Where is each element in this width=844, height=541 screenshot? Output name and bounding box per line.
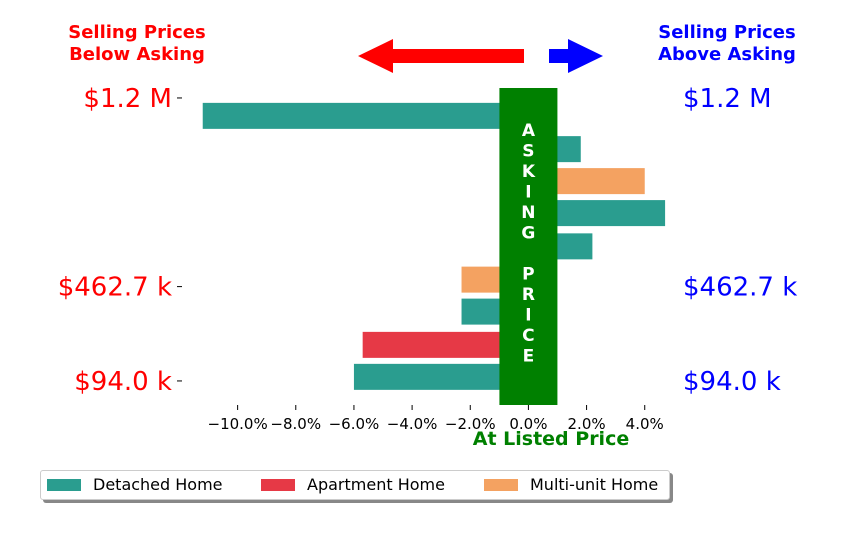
y-tick-label-left-1: $462.7 k	[58, 273, 172, 303]
legend-swatch-apartment	[261, 479, 295, 491]
y-tick-label-right-2: $94.0 k	[683, 367, 781, 397]
band-letter-0: A	[522, 121, 536, 141]
bar-0	[202, 102, 529, 129]
legend-label-multi-unit: Multi-unit Home	[530, 475, 659, 494]
band-letter-10: C	[522, 326, 534, 346]
y-tick-label-left-0: $1.2 M	[83, 84, 172, 114]
right-arrow	[549, 39, 603, 73]
y-tick-label-right-0: $1.2 M	[683, 84, 772, 114]
left-header-line-1: Selling Prices	[68, 22, 205, 43]
legend-label-apartment: Apartment Home	[307, 475, 445, 494]
legend: Detached Home Apartment Home Multi-unit …	[40, 470, 670, 500]
y-tick-label-right-1: $462.7 k	[683, 273, 797, 303]
x-axis: −10.0% −8.0% −6.0% −4.0% −2.0% 0.0% 2.0% 4.0%	[208, 405, 664, 433]
x-tick-label-2: −6.0%	[329, 415, 380, 433]
right-header-line-2: Above Asking	[658, 44, 796, 65]
legend-swatch-multi-unit	[484, 479, 518, 491]
x-axis-label: At Listed Price	[473, 428, 629, 450]
x-tick-label-4: −2.0%	[445, 415, 496, 433]
x-tick-label-3: −4.0%	[387, 415, 438, 433]
legend-swatch-detached	[47, 479, 81, 491]
legend-label-detached: Detached Home	[93, 475, 223, 494]
left-arrow	[358, 39, 524, 73]
y-axis-left: $1.2 M $462.7 k $94.0 k	[58, 84, 182, 397]
band-letter-9: I	[525, 306, 531, 326]
right-header-line-1: Selling Prices	[658, 22, 795, 43]
asking-price-band	[499, 88, 558, 405]
band-letter-5: G	[521, 224, 535, 244]
band-letter-8: R	[522, 285, 535, 305]
band-letter-1: S	[522, 142, 534, 162]
y-axis-right: $1.2 M $462.7 k $94.0 k	[683, 84, 797, 397]
bars	[202, 102, 666, 390]
x-tick-label-6: 2.0%	[568, 415, 606, 433]
band-letter-4: N	[521, 203, 535, 223]
y-tick-label-left-2: $94.0 k	[74, 367, 172, 397]
x-tick-label-5: 0.0%	[509, 415, 547, 433]
band-letter-7: P	[522, 265, 534, 285]
band-letter-3: I	[525, 183, 531, 203]
x-tick-label-1: −8.0%	[270, 415, 321, 433]
bar-8	[353, 363, 529, 390]
left-header-line-2: Below Asking	[69, 44, 205, 65]
x-tick-label-0: −10.0%	[208, 415, 268, 433]
band-letter-2: K	[522, 162, 536, 182]
x-tick-label-7: 4.0%	[626, 415, 664, 433]
band-letter-11: E	[523, 347, 535, 367]
